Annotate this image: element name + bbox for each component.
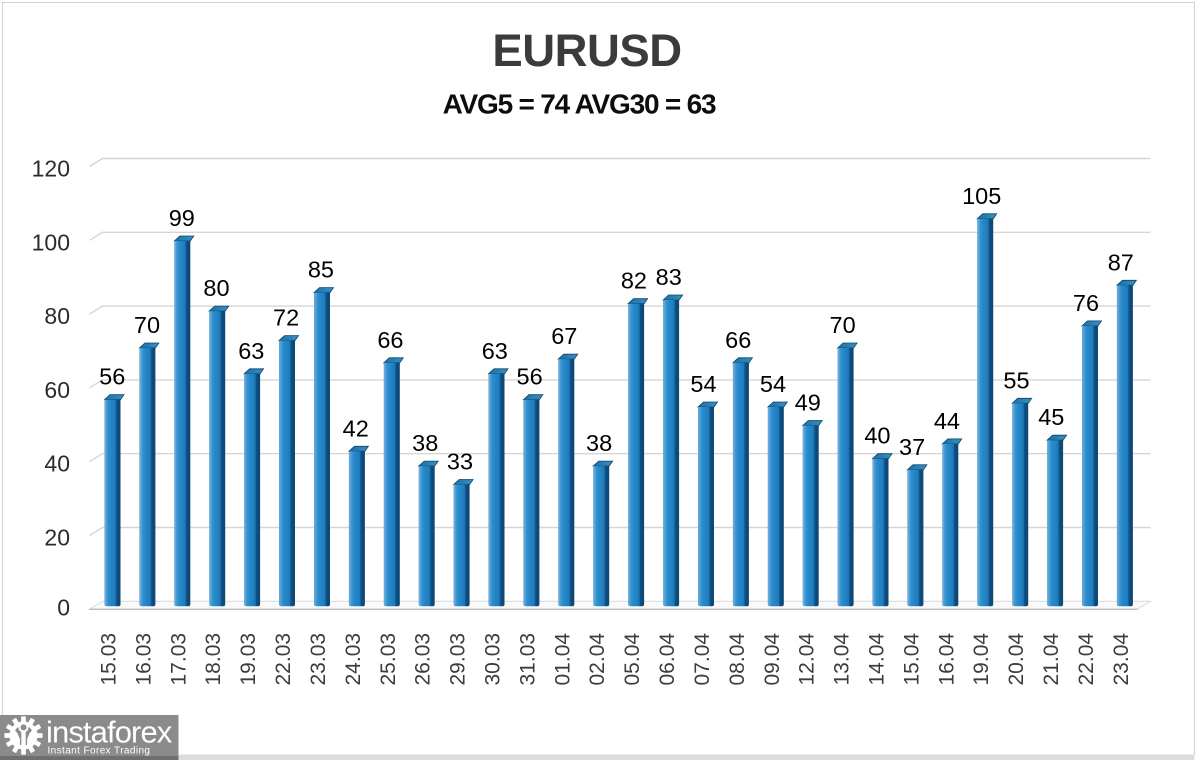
svg-text:21.04: 21.04 [1040,633,1063,686]
svg-text:70: 70 [134,312,160,338]
svg-text:08.04: 08.04 [726,633,749,686]
svg-text:38: 38 [412,430,438,456]
svg-text:23.04: 23.04 [1110,633,1133,686]
svg-text:80: 80 [203,275,229,301]
svg-text:01.04: 01.04 [551,633,574,686]
svg-text:0: 0 [57,594,70,620]
svg-text:56: 56 [99,364,125,390]
svg-text:40: 40 [864,423,890,449]
svg-text:100: 100 [32,229,70,255]
svg-text:60: 60 [44,377,70,403]
svg-text:49: 49 [795,390,821,416]
svg-text:06.04: 06.04 [656,633,679,686]
svg-text:15.04: 15.04 [900,633,923,686]
svg-text:EURUSD: EURUSD [492,25,681,76]
svg-text:19.03: 19.03 [237,633,260,686]
svg-text:24.03: 24.03 [342,633,365,686]
svg-text:22.04: 22.04 [1075,633,1098,686]
svg-text:99: 99 [169,205,195,231]
svg-text:22.03: 22.03 [272,633,295,686]
svg-text:55: 55 [1003,367,1029,393]
svg-text:120: 120 [32,156,70,182]
svg-text:38: 38 [586,430,612,456]
svg-text:44: 44 [934,408,960,434]
svg-text:37: 37 [899,434,925,460]
svg-text:15.03: 15.03 [98,633,121,686]
svg-text:76: 76 [1073,290,1099,316]
svg-text:63: 63 [482,338,508,364]
svg-text:66: 66 [725,327,751,353]
svg-text:25.03: 25.03 [377,633,400,686]
svg-text:Instant Forex Trading: Instant Forex Trading [48,746,151,757]
svg-text:85: 85 [308,257,334,283]
svg-text:13.04: 13.04 [831,633,854,686]
svg-text:AVG5 = 74 AVG30 = 63: AVG5 = 74 AVG30 = 63 [443,89,716,120]
svg-text:23.03: 23.03 [307,633,330,686]
svg-text:02.04: 02.04 [586,633,609,686]
svg-text:16.03: 16.03 [132,633,155,686]
svg-text:56: 56 [517,364,543,390]
svg-text:16.04: 16.04 [935,633,958,686]
svg-text:80: 80 [44,303,70,329]
svg-text:63: 63 [238,338,264,364]
svg-text:14.04: 14.04 [866,633,889,686]
svg-text:70: 70 [830,312,856,338]
svg-text:30.03: 30.03 [482,633,505,686]
svg-text:17.03: 17.03 [167,633,190,686]
svg-text:87: 87 [1108,249,1134,275]
svg-text:29.03: 29.03 [447,633,470,686]
svg-text:82: 82 [621,268,647,294]
svg-text:20: 20 [44,525,70,551]
svg-text:42: 42 [343,415,369,441]
svg-text:instaforex: instaforex [46,715,173,750]
svg-text:54: 54 [760,371,786,397]
svg-text:54: 54 [690,371,716,397]
svg-text:20.04: 20.04 [1005,633,1028,686]
svg-text:05.04: 05.04 [621,633,644,686]
svg-text:31.03: 31.03 [516,633,539,686]
svg-text:07.04: 07.04 [691,633,714,686]
svg-text:66: 66 [377,327,403,353]
svg-text:40: 40 [44,451,70,477]
svg-text:09.04: 09.04 [761,633,784,686]
svg-text:45: 45 [1038,404,1064,430]
svg-text:67: 67 [551,323,577,349]
svg-text:83: 83 [656,264,682,290]
svg-text:72: 72 [273,305,299,331]
svg-text:26.03: 26.03 [412,633,435,686]
svg-text:33: 33 [447,449,473,475]
svg-text:105: 105 [962,183,1001,209]
svg-text:18.03: 18.03 [202,633,225,686]
svg-text:19.04: 19.04 [970,633,993,686]
svg-text:12.04: 12.04 [796,633,819,686]
